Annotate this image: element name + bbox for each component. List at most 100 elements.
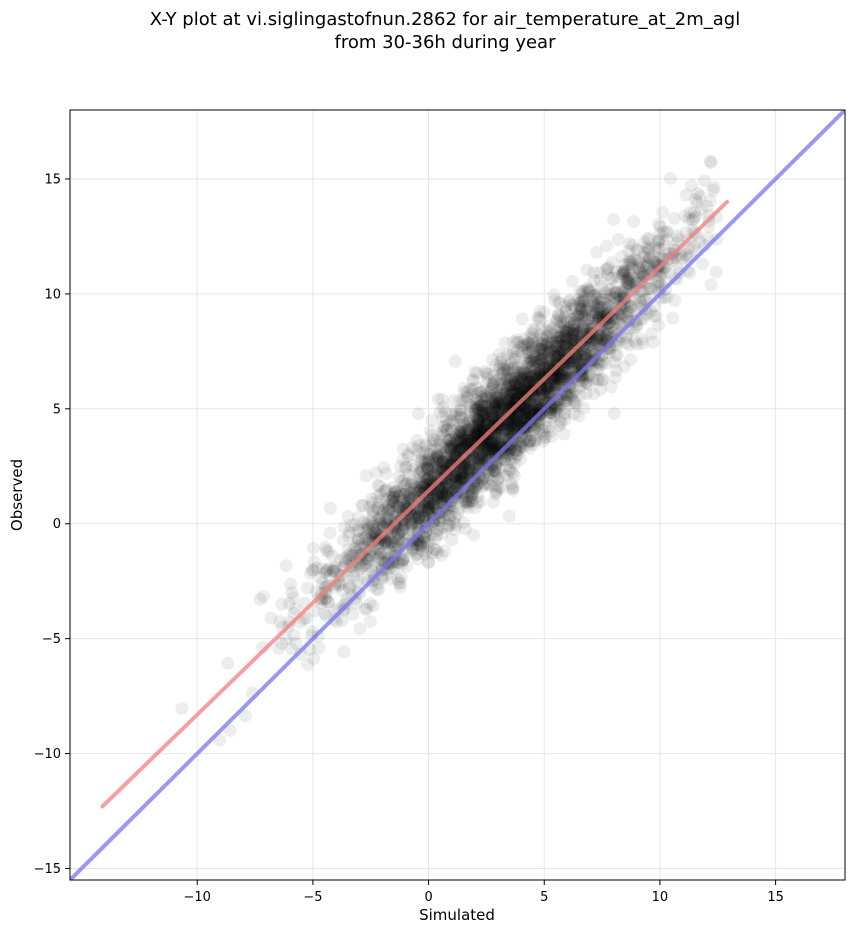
scatter-point	[587, 327, 601, 341]
scatter-point	[525, 373, 539, 387]
reference-lines	[70, 110, 845, 880]
scatter-point	[565, 326, 579, 340]
scatter-point	[612, 317, 626, 331]
scatter-point	[437, 489, 451, 503]
scatter-point	[521, 408, 535, 422]
scatter-point	[623, 300, 637, 314]
scatter-point	[468, 426, 482, 440]
scatter-point	[541, 342, 555, 356]
scatter-point	[427, 498, 441, 512]
scatter-point	[550, 377, 564, 391]
scatter-point	[410, 483, 424, 497]
scatter-point	[440, 451, 454, 465]
scatter-point	[606, 212, 620, 226]
scatter-point	[704, 278, 718, 292]
scatter-point	[588, 288, 602, 302]
scatter-point	[494, 367, 508, 381]
scatter-point	[495, 399, 509, 413]
scatter-point	[485, 408, 499, 422]
scatter-point	[472, 413, 486, 427]
scatter-point	[637, 293, 651, 307]
scatter-point	[615, 267, 629, 281]
scatter-point	[554, 416, 568, 430]
scatter-point	[526, 322, 540, 336]
scatter-point	[490, 384, 504, 398]
scatter-point	[306, 541, 320, 555]
scatter-point	[445, 533, 459, 547]
scatter-point	[488, 441, 502, 455]
scatter-point	[397, 517, 411, 531]
scatter-point	[455, 461, 469, 475]
scatter-point	[477, 415, 491, 429]
scatter-point	[413, 515, 427, 529]
scatter-point	[501, 421, 515, 435]
scatter-point	[535, 344, 549, 358]
scatter-point	[517, 402, 531, 416]
scatter-point	[522, 441, 536, 455]
scatter-point	[444, 441, 458, 455]
scatter-point	[590, 334, 604, 348]
scatter-point	[461, 465, 475, 479]
scatter-point	[531, 418, 545, 432]
scatter-point	[548, 293, 562, 307]
scatter-point	[445, 436, 459, 450]
scatter-point	[471, 413, 485, 427]
scatter-point	[577, 401, 591, 415]
scatter-point	[573, 285, 587, 299]
scatter-point	[463, 405, 477, 419]
scatter-point	[475, 409, 489, 423]
scatter-point	[415, 451, 429, 465]
scatter-point	[435, 488, 449, 502]
scatter-point	[455, 428, 469, 442]
scatter-point	[678, 209, 692, 223]
scatter-point	[323, 501, 337, 515]
scatter-point	[558, 338, 572, 352]
scatter-point	[488, 399, 502, 413]
scatter-point	[444, 439, 458, 453]
scatter-point	[431, 438, 445, 452]
scatter-point	[532, 358, 546, 372]
scatter-point	[622, 253, 636, 267]
scatter-point	[546, 328, 560, 342]
scatter-point	[445, 423, 459, 437]
scatter-point	[508, 352, 522, 366]
scatter-point	[600, 327, 614, 341]
scatter-point	[515, 340, 529, 354]
scatter-point	[647, 309, 661, 323]
scatter-point	[590, 302, 604, 316]
scatter-point	[527, 397, 541, 411]
scatter-point	[507, 378, 521, 392]
scatter-point	[422, 472, 436, 486]
scatter-point	[547, 346, 561, 360]
scatter-point	[497, 395, 511, 409]
scatter-point	[607, 290, 621, 304]
scatter-point	[400, 477, 414, 491]
scatter-point	[464, 463, 478, 477]
scatter-point	[656, 205, 670, 219]
scatter-point	[483, 452, 497, 466]
scatter-point	[617, 257, 631, 271]
scatter-point	[499, 373, 513, 387]
scatter-point	[572, 323, 586, 337]
scatter-point	[634, 296, 648, 310]
scatter-point	[542, 380, 556, 394]
scatter-point	[422, 502, 436, 516]
scatter-point	[469, 421, 483, 435]
scatter-point	[426, 462, 440, 476]
scatter-point	[503, 388, 517, 402]
scatter-point	[478, 432, 492, 446]
scatter-point	[497, 414, 511, 428]
scatter-point	[319, 564, 333, 578]
scatter-point	[479, 416, 493, 430]
scatter-point	[341, 543, 355, 557]
scatter-point	[438, 441, 452, 455]
scatter-point	[703, 154, 717, 168]
scatter-point	[335, 613, 349, 627]
scatter-point	[457, 436, 471, 450]
scatter-point	[484, 405, 498, 419]
scatter-point	[438, 481, 452, 495]
scatter-point	[570, 326, 584, 340]
y-tick-label: 10	[44, 287, 61, 302]
scatter-point	[456, 428, 470, 442]
scatter-point	[370, 582, 384, 596]
